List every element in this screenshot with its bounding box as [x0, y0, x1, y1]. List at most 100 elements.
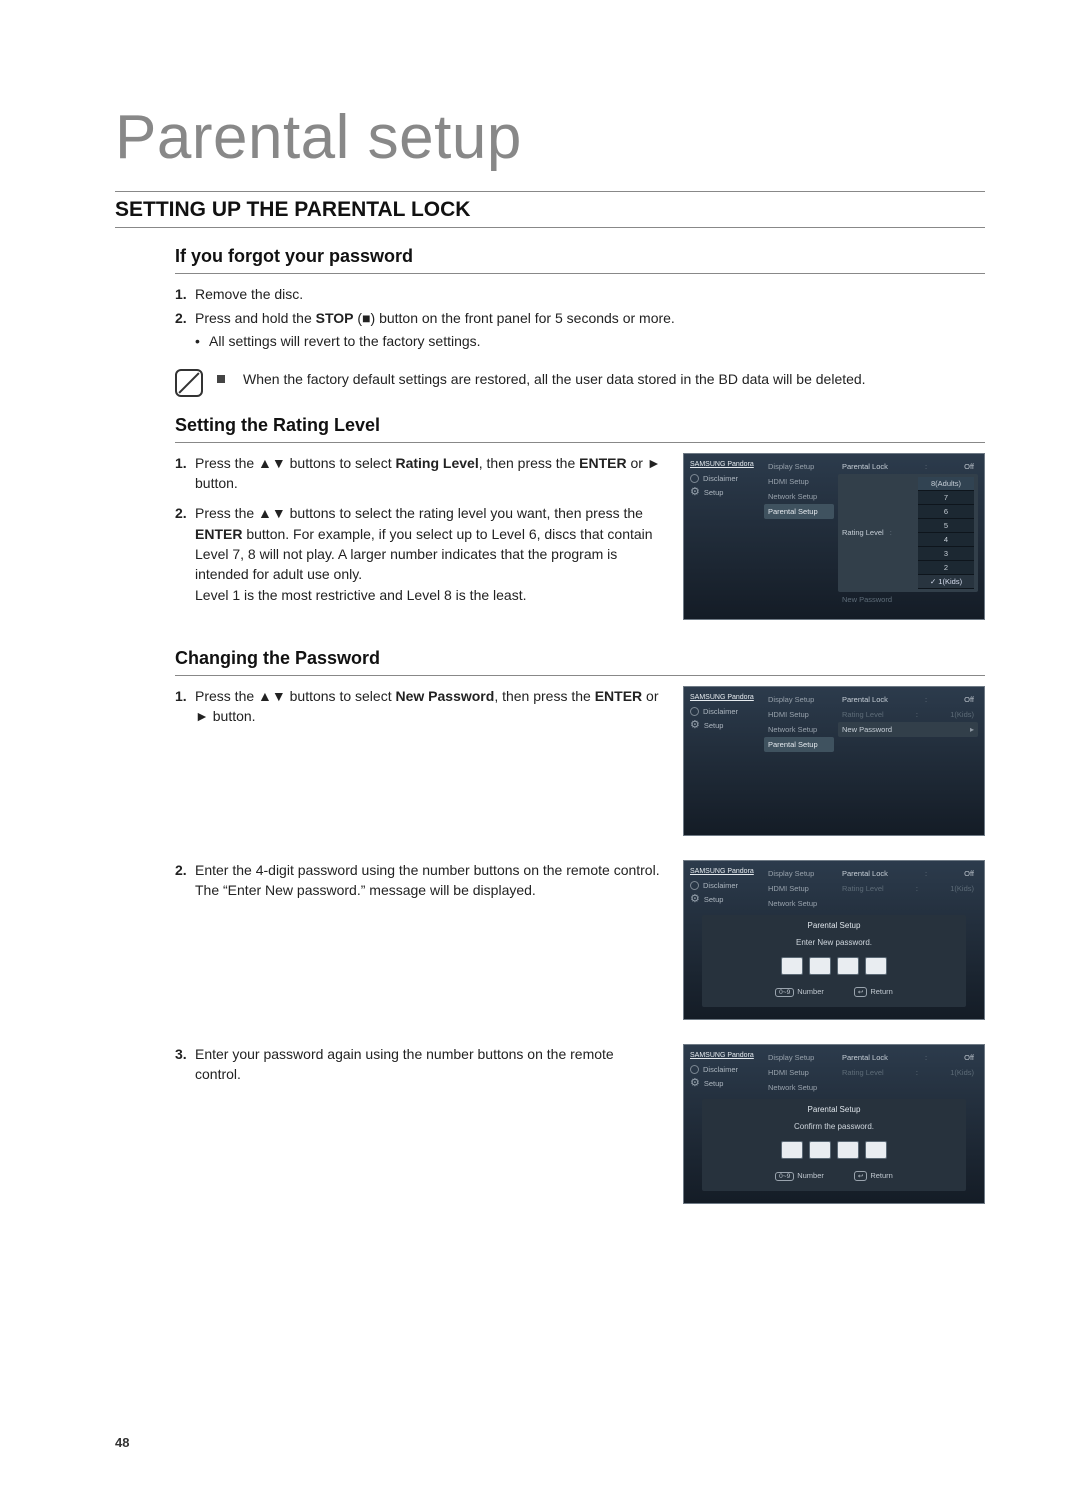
disc-icon [690, 707, 699, 716]
forgot-password-steps: 1. Remove the disc. 2. Press and hold th… [175, 284, 985, 351]
row-label: Parental Lock [842, 869, 888, 878]
rating-option[interactable]: 8(Adults) [918, 477, 974, 491]
row-value: Off [964, 869, 974, 878]
enter-label: ENTER [579, 455, 626, 471]
hint-label: Return [870, 1171, 893, 1180]
enter-password-prompt: Enter New password. [708, 938, 960, 947]
row-rating-level[interactable]: Rating Level: 8(Adults) 7 6 5 4 3 2 ✓ 1(… [838, 474, 978, 592]
menu-display-setup[interactable]: Display Setup [764, 1050, 834, 1065]
tv-sidebar: SAMSUNG Pandora Disclaimer ⚙Setup [690, 459, 760, 607]
pin-digit[interactable] [781, 957, 803, 975]
menu-hdmi-setup[interactable]: HDMI Setup [764, 1065, 834, 1080]
hint-label: Number [797, 987, 824, 996]
step-number: 2. [175, 860, 187, 880]
gear-icon: ⚙ [690, 720, 700, 731]
step-text-part: Press the ▲▼ buttons to select the ratin… [195, 505, 643, 521]
forgot-password-heading: If you forgot your password [175, 242, 985, 274]
step-text-part: , then press the [494, 688, 594, 704]
disclaimer-label: Disclaimer [703, 474, 738, 483]
menu-parental-setup[interactable]: Parental Setup [764, 504, 834, 519]
row-rating-level[interactable]: Rating Level:1(Kids) [838, 881, 978, 896]
pin-digit[interactable] [837, 957, 859, 975]
rating-option-selected[interactable]: ✓ 1(Kids) [918, 575, 974, 589]
menu-parental-setup[interactable]: Parental Setup [764, 737, 834, 752]
enter-label: ENTER [195, 526, 242, 542]
row-value: 1(Kids) [950, 884, 974, 893]
row-rating-level[interactable]: Rating Level:1(Kids) [838, 707, 978, 722]
pin-input[interactable] [708, 1141, 960, 1159]
tv-right-panel: Parental Lock:Off Rating Level: 8(Adults… [838, 459, 978, 607]
row-new-password[interactable]: New Password [838, 592, 978, 607]
disc-icon [690, 1065, 699, 1074]
menu-network-setup[interactable]: Network Setup [764, 722, 834, 737]
row-label: Parental Lock [842, 695, 888, 704]
row-parental-lock[interactable]: Parental Lock:Off [838, 866, 978, 881]
row-label: Parental Lock [842, 462, 888, 471]
menu-display-setup[interactable]: Display Setup [764, 692, 834, 707]
gear-icon: ⚙ [690, 894, 700, 905]
step-text-part: Press and hold the [195, 310, 316, 326]
row-parental-lock[interactable]: Parental Lock:Off [838, 1050, 978, 1065]
tv-brand: SAMSUNG Pandora [690, 694, 760, 701]
tv-brand: SAMSUNG Pandora [690, 868, 760, 875]
password-step-1-block: 1. Press the ▲▼ buttons to select New Pa… [175, 686, 661, 737]
row-label: Parental Lock [842, 1053, 888, 1062]
menu-hdmi-setup[interactable]: HDMI Setup [764, 707, 834, 722]
rating-option[interactable]: 6 [918, 505, 974, 519]
menu-hdmi-setup[interactable]: HDMI Setup [764, 881, 834, 896]
rating-option[interactable]: 4 [918, 533, 974, 547]
note-text: When the factory default settings are re… [243, 369, 866, 389]
disclaimer-label: Disclaimer [703, 881, 738, 890]
section-header: SETTING UP THE PARENTAL LOCK [115, 191, 985, 228]
overlay-hints: 0~9Number ↩Return [708, 1171, 960, 1181]
menu-network-setup[interactable]: Network Setup [764, 1080, 834, 1095]
tv-right-panel: Parental Lock:Off Rating Level:1(Kids) [838, 1050, 978, 1095]
tv-menu: Display Setup HDMI Setup Network Setup P… [764, 459, 834, 607]
menu-display-setup[interactable]: Display Setup [764, 866, 834, 881]
pin-digit[interactable] [865, 1141, 887, 1159]
rating-option[interactable]: 3 [918, 547, 974, 561]
step-text: Enter your password again using the numb… [195, 1046, 614, 1082]
tv-menu: Display Setup HDMI Setup Network Setup P… [764, 692, 834, 752]
setup-label: Setup [704, 895, 724, 904]
tv-screenshot-newpassword: SAMSUNG Pandora Disclaimer ⚙ Setup Displa… [683, 686, 985, 836]
hint-label: Number [797, 1171, 824, 1180]
menu-network-setup[interactable]: Network Setup [764, 896, 834, 911]
rating-steps: 1. Press the ▲▼ buttons to select Rating… [175, 453, 661, 615]
tv-sidebar: SAMSUNG Pandora Disclaimer ⚙ Setup [690, 866, 760, 911]
row-new-password[interactable]: New Password [838, 722, 978, 737]
row-parental-lock[interactable]: Parental Lock:Off [838, 692, 978, 707]
rating-option[interactable]: 7 [918, 491, 974, 505]
row-label: New Password [842, 725, 892, 734]
tv-brand: SAMSUNG Pandora [690, 1052, 760, 1059]
disc-icon [690, 881, 699, 890]
pin-digit[interactable] [809, 957, 831, 975]
step-text-part: Press the ▲▼ buttons to select [195, 455, 395, 471]
rating-option[interactable]: 2 [918, 561, 974, 575]
disclaimer-label: Disclaimer [703, 707, 738, 716]
pin-digit[interactable] [837, 1141, 859, 1159]
password-step-3-block: 3. Enter your password again using the n… [175, 1044, 661, 1095]
row-value: Off [964, 1053, 974, 1062]
rating-option[interactable]: 5 [918, 519, 974, 533]
hint-return: ↩Return [854, 987, 893, 997]
rating-dropdown[interactable]: 8(Adults) 7 6 5 4 3 2 ✓ 1(Kids) [918, 477, 974, 589]
row-rating-level[interactable]: Rating Level:1(Kids) [838, 1065, 978, 1080]
pin-digit[interactable] [865, 957, 887, 975]
tv-right-panel: Parental Lock:Off Rating Level:1(Kids) N… [838, 692, 978, 752]
stop-symbol: (■) [354, 310, 380, 326]
menu-hdmi-setup[interactable]: HDMI Setup [764, 474, 834, 489]
pin-input[interactable] [708, 957, 960, 975]
pin-digit[interactable] [781, 1141, 803, 1159]
step-sub-bullet: All settings will revert to the factory … [195, 331, 985, 351]
changing-password-heading: Changing the Password [175, 644, 985, 676]
pin-digit[interactable] [809, 1141, 831, 1159]
row-label: New Password [842, 595, 892, 604]
step-number: 1. [175, 284, 187, 304]
menu-display-setup[interactable]: Display Setup [764, 459, 834, 474]
row-value: 1(Kids) [950, 710, 974, 719]
row-parental-lock[interactable]: Parental Lock:Off [838, 459, 978, 474]
number-hint-icon: 0~9 [775, 1172, 794, 1181]
menu-network-setup[interactable]: Network Setup [764, 489, 834, 504]
setup-label: Setup [704, 721, 724, 730]
